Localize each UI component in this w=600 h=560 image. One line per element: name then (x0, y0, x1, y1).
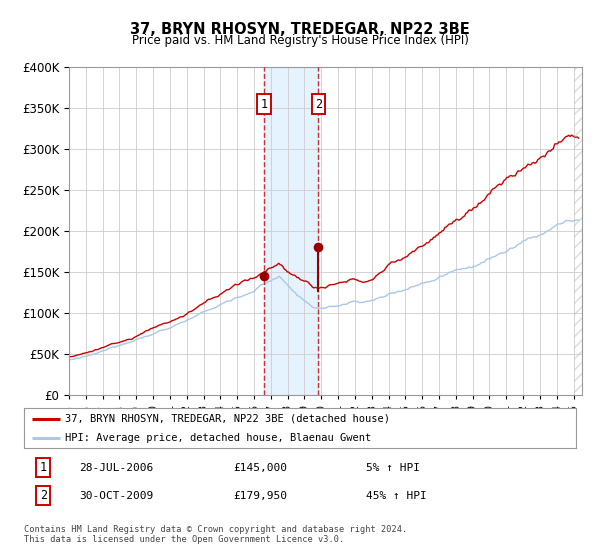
Text: Price paid vs. HM Land Registry's House Price Index (HPI): Price paid vs. HM Land Registry's House … (131, 34, 469, 46)
Text: Contains HM Land Registry data © Crown copyright and database right 2024.: Contains HM Land Registry data © Crown c… (24, 525, 407, 534)
Text: £179,950: £179,950 (234, 491, 288, 501)
Text: 37, BRYN RHOSYN, TREDEGAR, NP22 3BE: 37, BRYN RHOSYN, TREDEGAR, NP22 3BE (130, 22, 470, 38)
Text: 2: 2 (40, 489, 47, 502)
Text: 5% ↑ HPI: 5% ↑ HPI (366, 463, 420, 473)
Text: HPI: Average price, detached house, Blaenau Gwent: HPI: Average price, detached house, Blae… (65, 433, 371, 443)
Bar (574, 67, 582, 395)
Text: 2: 2 (315, 97, 322, 110)
Text: 30-OCT-2009: 30-OCT-2009 (79, 491, 154, 501)
Text: 1: 1 (260, 97, 268, 110)
Text: 1: 1 (40, 461, 47, 474)
Text: 37, BRYN RHOSYN, TREDEGAR, NP22 3BE (detached house): 37, BRYN RHOSYN, TREDEGAR, NP22 3BE (det… (65, 414, 391, 424)
Text: This data is licensed under the Open Government Licence v3.0.: This data is licensed under the Open Gov… (24, 535, 344, 544)
Text: 45% ↑ HPI: 45% ↑ HPI (366, 491, 427, 501)
Text: 28-JUL-2006: 28-JUL-2006 (79, 463, 154, 473)
Bar (264, 67, 319, 395)
Text: £145,000: £145,000 (234, 463, 288, 473)
